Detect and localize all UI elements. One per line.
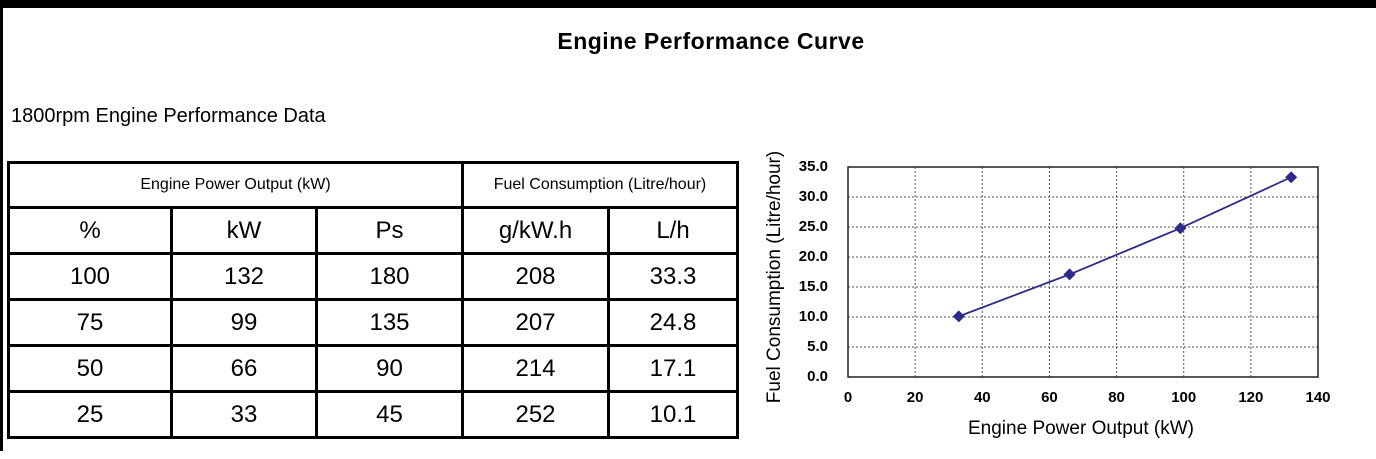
cell: 17.1 [607, 344, 739, 393]
column-header: L/h [607, 206, 739, 255]
chart: 0.0 5.0 10.0 15.0 20.0 25.0 30.0 35.0 0 20 40 60 80 1… [764, 151, 1331, 439]
column-header: Ps [315, 206, 464, 255]
data-row: 50 66 90 214 17.1 [7, 344, 739, 393]
x-tick-label: 140 [1305, 389, 1330, 406]
cell: 45 [315, 390, 464, 439]
plot-frame [847, 166, 1319, 378]
y-tick-label: 30.0 [799, 188, 828, 205]
y-axis-label: Fuel Consumption (Litre/hour) [764, 151, 785, 403]
cell: 50 [7, 344, 173, 393]
cell: 25 [7, 390, 173, 439]
data-point [1285, 171, 1298, 184]
cell: 252 [461, 390, 610, 439]
x-tick-label: 20 [907, 389, 924, 406]
x-tick-label: 0 [844, 389, 852, 406]
cell: 132 [170, 252, 318, 301]
cell: 75 [7, 298, 173, 347]
x-tick-label: 100 [1171, 389, 1196, 406]
cell: 66 [170, 344, 318, 393]
page-title: Engine Performance Curve [557, 28, 865, 54]
cell: 180 [315, 252, 464, 301]
group-header-row: Engine Power Output (kW) Fuel Consumption… [7, 161, 739, 209]
subtitle: 1800rpm Engine Performance Data [11, 105, 326, 127]
y-tick-label: 15.0 [799, 278, 828, 295]
group-header: Engine Power Output (kW) [7, 161, 464, 209]
data-point [1063, 268, 1076, 281]
y-tick-label: 10.0 [799, 308, 828, 325]
cell: 90 [315, 344, 464, 393]
data-row: 75 99 135 207 24.8 [7, 298, 739, 347]
column-header: % [7, 206, 173, 255]
cell: 135 [315, 298, 464, 347]
data-line [958, 176, 1292, 318]
y-tick-label: 35.0 [799, 158, 828, 175]
x-axis-label: Engine Power Output (kW) [968, 418, 1194, 439]
column-header: g/kW.h [461, 206, 610, 255]
cell: 208 [461, 252, 610, 301]
data-point [1174, 222, 1187, 235]
data-point [952, 310, 965, 323]
cell: 99 [170, 298, 318, 347]
y-tick-label: 5.0 [807, 338, 828, 355]
data-row: 100 132 180 208 33.3 [7, 252, 739, 301]
cell: 33.3 [607, 252, 739, 301]
y-tick-label: 20.0 [799, 248, 828, 265]
x-tick-label: 60 [1041, 389, 1058, 406]
data-row: 25 33 45 252 10.1 [7, 390, 739, 439]
x-tick-label: 40 [974, 389, 991, 406]
x-tick-label: 120 [1238, 389, 1263, 406]
cell: 33 [170, 390, 318, 439]
x-tick-label: 80 [1108, 389, 1125, 406]
y-tick-label: 25.0 [799, 218, 828, 235]
cell: 10.1 [607, 390, 739, 439]
group-header: Fuel Consumption (Litre/hour) [461, 161, 739, 209]
header-row: % kW Ps g/kW.h L/h [7, 206, 739, 255]
cell: 100 [7, 252, 173, 301]
performance-table: Engine Power Output (kW) Fuel Consumption… [7, 161, 739, 439]
cell: 24.8 [607, 298, 739, 347]
cell: 207 [461, 298, 610, 347]
cell: 214 [461, 344, 610, 393]
y-tick-label: 0.0 [807, 368, 828, 385]
column-header: kW [170, 206, 318, 255]
